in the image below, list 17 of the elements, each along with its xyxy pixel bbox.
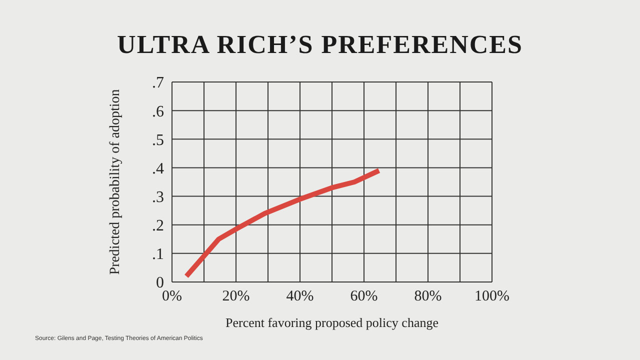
y-tick-label: .2 [152,218,164,235]
x-axis-title: Percent favoring proposed policy change [224,314,440,332]
x-tick-label: 0% [162,288,182,305]
x-tick-label: 60% [350,288,378,305]
x-tick-label: 20% [222,288,250,305]
x-tick-label: 80% [414,288,442,305]
y-tick-label: .4 [152,160,164,178]
y-tick-label: .1 [152,246,164,264]
y-tick-label: .7 [152,74,164,92]
y-tick-label: .5 [152,132,164,149]
chart-title: ULTRA RICH’S PREFERENCES [116,30,524,60]
y-tick-label: 0 [156,274,164,292]
y-tick-label: .6 [152,103,164,120]
x-tick-label: 40% [286,288,314,305]
y-tick-label: .3 [152,188,164,206]
y-axis-title: Predicted probability of adoption [108,89,123,275]
x-tick-label: 100% [474,288,510,305]
